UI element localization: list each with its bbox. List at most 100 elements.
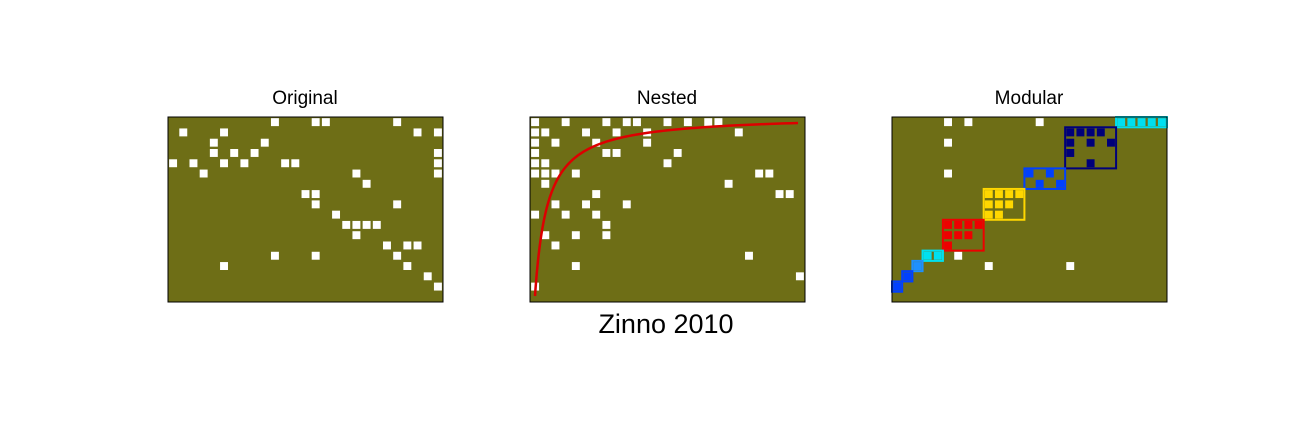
module-cell	[974, 220, 983, 229]
matrix-cell	[291, 159, 300, 168]
matrix-cell	[551, 241, 560, 250]
module-cell	[1107, 138, 1115, 147]
matrix-cell	[352, 231, 361, 240]
matrix-cell	[433, 159, 442, 168]
module-cell	[1056, 179, 1065, 188]
matrix-cell	[561, 118, 570, 127]
matrix-cell	[311, 190, 320, 199]
module-cell	[944, 241, 952, 250]
matrix-cell	[724, 179, 733, 188]
matrix-cell	[561, 210, 570, 219]
matrix-cell	[775, 190, 784, 199]
matrix-cell	[714, 118, 723, 127]
matrix-cell	[622, 118, 631, 127]
matrix-cell	[765, 169, 774, 178]
matrix-cell	[383, 241, 391, 250]
matrix-cell	[531, 210, 540, 219]
matrix-cell	[541, 231, 550, 240]
matrix-background	[530, 117, 805, 302]
matrix-cell	[643, 138, 652, 147]
module-cell	[1005, 200, 1014, 209]
matrix-cell	[393, 200, 402, 209]
matrix-cell	[531, 169, 540, 178]
matrix-cells	[531, 118, 804, 291]
matrix-cell	[602, 231, 611, 240]
matrix-cell	[199, 169, 208, 178]
matrix-cell	[944, 118, 952, 127]
matrix-cell	[622, 200, 631, 209]
matrix-cell	[362, 179, 371, 188]
matrix-cell	[541, 179, 550, 188]
matrix-cell	[1035, 118, 1044, 127]
matrix-cell	[551, 138, 560, 147]
matrix-cell	[745, 251, 753, 260]
module-box	[1023, 167, 1067, 190]
module-cell	[1086, 138, 1095, 147]
matrix-background	[892, 117, 1167, 302]
matrix-cell	[1066, 262, 1075, 270]
matrix-cell	[332, 210, 341, 219]
module-cell	[994, 210, 1003, 219]
matrix-cell	[531, 149, 540, 157]
matrix-cell	[571, 231, 580, 240]
matrix-cell	[531, 138, 540, 147]
module-cell	[1147, 118, 1156, 127]
matrix-cell	[270, 251, 279, 260]
matrix-cell	[311, 118, 320, 127]
module-cell	[903, 272, 912, 281]
matrix-cell	[220, 159, 228, 168]
matrix-cell	[944, 138, 952, 147]
module-cell	[1035, 179, 1044, 188]
matrix-cell	[954, 251, 963, 260]
nestedness-curve	[533, 121, 799, 297]
module-cell	[923, 251, 932, 260]
matrix-cell	[413, 241, 422, 250]
matrix-cell	[423, 272, 432, 281]
matrix-cell	[393, 251, 402, 260]
module-cell	[994, 190, 1003, 199]
matrix-cell	[240, 159, 249, 168]
matrix-cell	[984, 262, 993, 270]
matrix-cells	[944, 118, 1075, 270]
matrix-cell	[663, 159, 672, 168]
module-cell	[1045, 169, 1054, 178]
matrix-cell	[785, 190, 794, 199]
matrix-cell	[592, 138, 601, 147]
module-cell	[1066, 128, 1075, 137]
module-cell	[984, 200, 993, 209]
matrix-cell	[270, 118, 279, 127]
module-cell	[984, 210, 993, 219]
matrix-cell	[220, 262, 228, 270]
matrix-cell	[663, 118, 672, 127]
module-cell	[933, 251, 942, 260]
matrix-cell	[433, 282, 442, 291]
matrix-cell	[250, 149, 259, 157]
matrix-cell	[734, 128, 743, 137]
matrix-cell	[612, 128, 621, 137]
matrix-cells	[169, 118, 442, 291]
matrix-cell	[795, 272, 804, 281]
matrix-cell	[541, 159, 550, 168]
module-box	[1064, 126, 1118, 170]
matrix-cell	[531, 159, 540, 168]
matrix-cell	[189, 159, 198, 168]
matrix-cell	[531, 128, 540, 137]
module-cell	[1157, 118, 1166, 127]
module-box	[941, 218, 985, 252]
panel-title-nested: Nested	[637, 88, 697, 109]
matrix-frame	[891, 116, 1168, 303]
matrix-cell	[541, 169, 550, 178]
matrix-cell	[602, 149, 611, 157]
matrix-cell	[209, 149, 218, 157]
matrix-cell	[964, 118, 973, 127]
matrix-frame	[529, 116, 806, 303]
module-cell	[1096, 128, 1105, 137]
module-cell	[944, 231, 952, 240]
module-cell	[1066, 138, 1075, 147]
matrix-cell	[342, 220, 351, 229]
figure-suptitle: Zinno 2010	[598, 309, 733, 339]
matrix-cell	[551, 169, 560, 178]
matrix-cell	[531, 118, 540, 127]
module-cell	[1066, 149, 1075, 157]
